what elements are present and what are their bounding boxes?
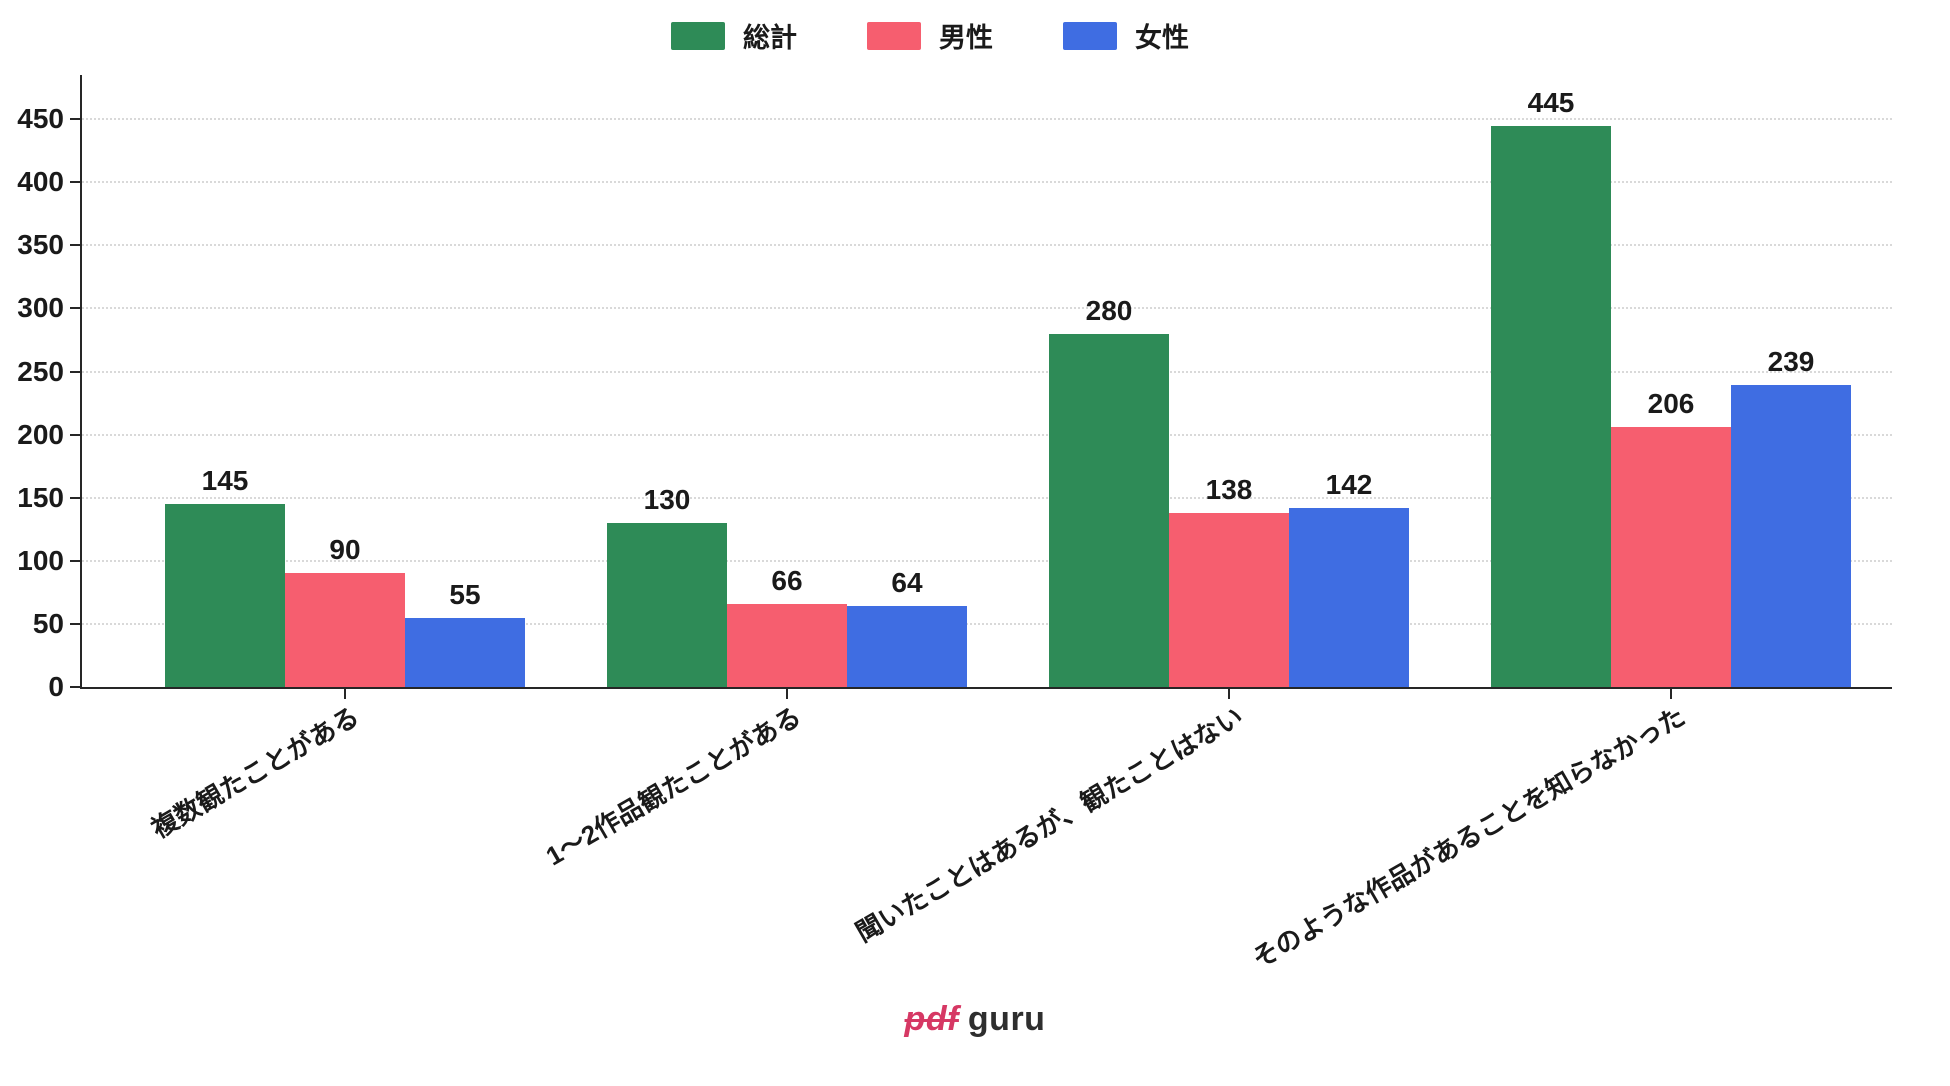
x-axis-label: 複数観たことがある	[146, 701, 364, 844]
bar	[1611, 427, 1731, 687]
x-axis-label: 1〜2作品観たことがある	[540, 701, 806, 872]
gridline	[82, 622, 1892, 625]
bar	[607, 523, 727, 687]
legend-item: 女性	[1063, 16, 1189, 55]
y-tick-mark	[70, 181, 80, 184]
legend-label: 女性	[1135, 23, 1189, 53]
bar-value-label: 206	[1647, 388, 1695, 420]
bar	[727, 603, 847, 687]
gridline	[82, 433, 1892, 436]
bar	[1169, 512, 1289, 687]
y-tick-label: 200	[17, 418, 64, 450]
y-tick-label: 150	[17, 481, 64, 513]
logo-guru: guru	[967, 1000, 1046, 1038]
legend-label: 総計	[743, 23, 797, 53]
bar-value-label: 445	[1527, 86, 1575, 118]
footer-logo: pdf guru	[0, 1000, 1950, 1039]
y-tick-label: 450	[17, 103, 64, 135]
plot-area: 0 50 100 150 200 250 300 350 400 450 145 90 55 130 66 6…	[17, 75, 1892, 702]
x-tick-mark	[344, 689, 346, 699]
legend-item: 総計	[671, 16, 797, 55]
legend-swatch	[867, 21, 921, 50]
bar-value-label: 239	[1767, 346, 1815, 378]
bar-value-label: 145	[201, 465, 249, 496]
y-tick-mark	[70, 244, 80, 247]
y-tick-label: 0	[48, 671, 64, 702]
bar-value-label: 138	[1205, 473, 1253, 505]
legend-swatch	[1063, 21, 1117, 50]
y-tick-mark	[70, 370, 80, 373]
legend-item: 男性	[867, 16, 993, 55]
y-tick-mark	[70, 496, 80, 499]
y-tick-label: 50	[32, 607, 64, 639]
y-tick-mark	[70, 686, 80, 688]
legend-swatch	[671, 21, 725, 50]
y-tick-label: 250	[17, 355, 64, 387]
bar-value-label: 130	[643, 484, 691, 515]
bar-value-label: 55	[449, 578, 481, 610]
gridline	[82, 181, 1892, 184]
bar	[1049, 333, 1169, 687]
bar	[847, 606, 967, 687]
x-axis-label: そのような作品があることを知らなかった	[1247, 701, 1690, 974]
bar	[1731, 385, 1851, 687]
y-tick-mark	[70, 433, 80, 436]
bar	[285, 573, 405, 687]
x-tick-mark	[1670, 689, 1672, 699]
legend-label: 男性	[939, 23, 993, 53]
bar-value-label: 66	[771, 564, 803, 596]
chart-legend: 総計 男性 女性	[0, 16, 1905, 55]
bar	[1289, 507, 1409, 687]
y-tick-label: 400	[17, 166, 64, 198]
y-tick-label: 350	[17, 229, 64, 261]
gridline	[82, 118, 1892, 121]
y-tick-mark	[70, 622, 80, 625]
x-axis-label: 聞いたことはあるが、観たことはない	[850, 701, 1248, 948]
bar	[405, 617, 525, 687]
y-tick-mark	[70, 559, 80, 562]
bar-value-label: 280	[1085, 294, 1133, 326]
gridline	[82, 307, 1892, 310]
x-tick-mark	[1228, 689, 1230, 699]
gridline	[82, 244, 1892, 247]
y-tick-mark	[70, 307, 80, 310]
logo-pdf: pdf	[904, 1000, 959, 1038]
y-tick-label: 100	[17, 544, 64, 576]
bar	[165, 504, 285, 687]
x-tick-mark	[786, 689, 788, 699]
bar	[1491, 125, 1611, 687]
bar-value-label: 64	[891, 567, 923, 599]
bar-value-label: 142	[1325, 468, 1373, 500]
gridline	[82, 370, 1892, 373]
y-tick-mark	[70, 118, 80, 121]
gridline	[82, 496, 1892, 499]
bar-value-label: 90	[329, 534, 361, 566]
gridline	[82, 559, 1892, 562]
y-tick-label: 300	[17, 292, 64, 324]
